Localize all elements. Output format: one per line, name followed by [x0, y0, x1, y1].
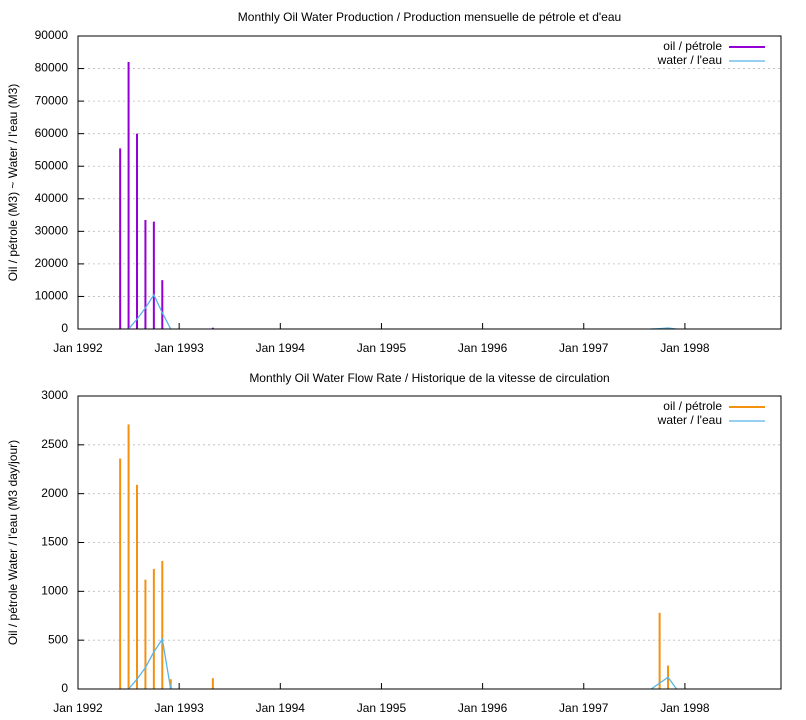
y-tick-label: 60000 — [35, 126, 69, 140]
water-line — [128, 637, 678, 690]
y-tick-label: 1500 — [41, 535, 68, 549]
chart-title: Monthly Oil Water Production / Productio… — [238, 10, 621, 24]
y-tick-label: 80000 — [35, 61, 69, 75]
y-tick-label: 2000 — [41, 486, 68, 500]
y-tick-label: 0 — [61, 681, 68, 695]
x-tick-label: Jan 1993 — [154, 701, 204, 715]
x-tick-label: Jan 1992 — [53, 341, 103, 355]
plot-frame — [77, 395, 782, 690]
x-tick-label: Jan 1993 — [154, 341, 204, 355]
y-tick-label: 0 — [61, 321, 68, 335]
x-tick-label: Jan 1997 — [559, 341, 609, 355]
x-tick-label: Jan 1994 — [256, 341, 306, 355]
chart-title: Monthly Oil Water Flow Rate / Historique… — [249, 371, 609, 385]
legend-label: water / l'eau — [657, 53, 722, 67]
x-tick-label: Jan 1996 — [458, 341, 508, 355]
y-tick-label: 90000 — [35, 28, 69, 42]
legend-label: oil / pétrole — [663, 399, 722, 413]
y-axis-label: Oil / pétrole Water / l'eau (M3 day/jour… — [6, 440, 20, 645]
x-tick-label: Jan 1995 — [357, 701, 407, 715]
x-tick-label: Jan 1997 — [559, 701, 609, 715]
y-tick-label: 10000 — [35, 289, 69, 303]
y-tick-label: 50000 — [35, 158, 69, 172]
plot-frame — [77, 35, 782, 330]
x-tick-label: Jan 1994 — [256, 701, 306, 715]
y-tick-label: 1000 — [41, 584, 68, 598]
y-tick-label: 40000 — [35, 191, 69, 205]
y-tick-label: 20000 — [35, 256, 69, 270]
y-axis-label: Oil / pétrole (M3) ~ Water / l'eau (M3) — [6, 84, 20, 282]
y-tick-label: 3000 — [41, 388, 68, 402]
y-tick-label: 70000 — [35, 93, 69, 107]
x-tick-label: Jan 1992 — [53, 701, 103, 715]
x-tick-label: Jan 1996 — [458, 701, 508, 715]
x-tick-label: Jan 1998 — [660, 341, 710, 355]
y-tick-label: 500 — [48, 632, 68, 646]
legend-label: water / l'eau — [657, 413, 722, 427]
x-tick-label: Jan 1995 — [357, 341, 407, 355]
y-tick-label: 30000 — [35, 224, 69, 238]
water-line — [128, 293, 677, 330]
y-tick-label: 2500 — [41, 437, 68, 451]
legend-label: oil / pétrole — [663, 39, 722, 53]
x-tick-label: Jan 1998 — [660, 701, 710, 715]
